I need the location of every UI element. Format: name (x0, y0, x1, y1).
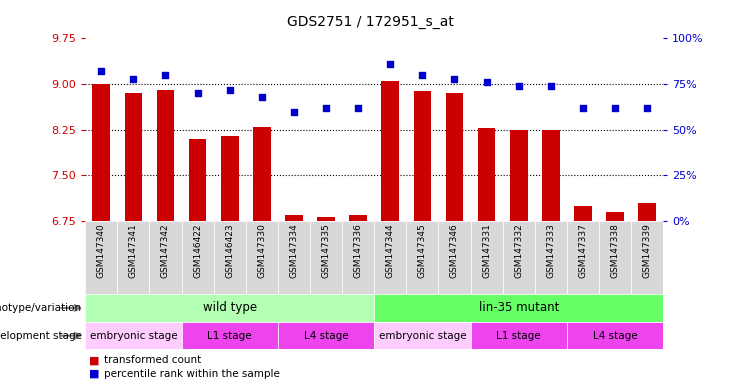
Text: wild type: wild type (202, 301, 257, 314)
Bar (253, 127, 270, 221)
Point (288, 108, 300, 114)
Bar (374, 322, 471, 349)
Bar (342, 221, 374, 294)
Point (192, 90, 204, 96)
Bar (574, 206, 592, 221)
Bar (285, 215, 303, 221)
Point (159, 72, 171, 78)
Text: L1 stage: L1 stage (207, 331, 252, 341)
Text: percentile rank within the sample: percentile rank within the sample (104, 369, 279, 379)
Point (127, 76, 139, 82)
Point (513, 83, 525, 89)
Bar (182, 322, 278, 349)
Text: genotype/variation: genotype/variation (0, 303, 82, 313)
Bar (374, 294, 663, 322)
Text: GSM147339: GSM147339 (642, 223, 651, 278)
Text: embryonic stage: embryonic stage (379, 331, 466, 341)
Bar (310, 221, 342, 294)
Bar (156, 90, 174, 221)
Bar (117, 221, 150, 294)
Bar (85, 294, 374, 322)
Point (641, 105, 653, 111)
Text: GSM147342: GSM147342 (161, 223, 170, 278)
Bar (221, 136, 239, 221)
Bar (567, 322, 663, 349)
Point (224, 86, 236, 93)
Text: L1 stage: L1 stage (496, 331, 541, 341)
Point (481, 79, 493, 85)
Point (96, 68, 107, 74)
Point (545, 83, 556, 89)
Text: GSM147345: GSM147345 (418, 223, 427, 278)
Point (416, 72, 428, 78)
Bar (406, 221, 439, 294)
Text: transformed count: transformed count (104, 355, 201, 365)
Bar (542, 130, 559, 221)
Bar (606, 212, 624, 221)
Bar (445, 93, 463, 221)
Point (385, 61, 396, 67)
Text: GSM147341: GSM147341 (129, 223, 138, 278)
Text: GSM147337: GSM147337 (579, 223, 588, 278)
Text: GSM147335: GSM147335 (322, 223, 330, 278)
Text: ■: ■ (89, 355, 99, 365)
Bar (349, 215, 367, 221)
Text: GSM146422: GSM146422 (193, 223, 202, 278)
Bar (638, 203, 656, 221)
Text: GSM146423: GSM146423 (225, 223, 234, 278)
Text: L4 stage: L4 stage (304, 331, 348, 341)
Bar (124, 93, 142, 221)
Bar (278, 322, 374, 349)
Bar (535, 221, 567, 294)
Text: GSM147346: GSM147346 (450, 223, 459, 278)
Point (577, 105, 589, 111)
Bar (85, 221, 117, 294)
Point (448, 76, 460, 82)
Text: GSM147333: GSM147333 (546, 223, 555, 278)
Bar (599, 221, 631, 294)
Bar (471, 322, 567, 349)
Bar (246, 221, 278, 294)
Point (609, 105, 621, 111)
Text: GSM147344: GSM147344 (386, 223, 395, 278)
Bar (510, 130, 528, 221)
Text: GSM147330: GSM147330 (257, 223, 266, 278)
Text: lin-35 mutant: lin-35 mutant (479, 301, 559, 314)
Bar (85, 322, 182, 349)
Point (256, 94, 268, 100)
Text: GSM147332: GSM147332 (514, 223, 523, 278)
Bar (317, 217, 335, 221)
Bar (382, 81, 399, 221)
Text: L4 stage: L4 stage (593, 331, 637, 341)
Bar (182, 221, 213, 294)
Bar (374, 221, 406, 294)
Text: GDS2751 / 172951_s_at: GDS2751 / 172951_s_at (287, 15, 454, 29)
Text: GSM147340: GSM147340 (97, 223, 106, 278)
Bar (439, 221, 471, 294)
Bar (471, 221, 502, 294)
Text: ■: ■ (89, 369, 99, 379)
Point (352, 105, 364, 111)
Bar (278, 221, 310, 294)
Bar (413, 91, 431, 221)
Bar (631, 221, 663, 294)
Bar (150, 221, 182, 294)
Bar (93, 84, 110, 221)
Text: GSM147338: GSM147338 (611, 223, 619, 278)
Bar (502, 221, 535, 294)
Text: GSM147334: GSM147334 (290, 223, 299, 278)
Bar (478, 128, 496, 221)
Point (320, 105, 332, 111)
Text: development stage: development stage (0, 331, 82, 341)
Text: GSM147336: GSM147336 (353, 223, 362, 278)
Bar (567, 221, 599, 294)
Text: GSM147331: GSM147331 (482, 223, 491, 278)
Bar (213, 221, 246, 294)
Bar (189, 139, 207, 221)
Text: embryonic stage: embryonic stage (90, 331, 177, 341)
